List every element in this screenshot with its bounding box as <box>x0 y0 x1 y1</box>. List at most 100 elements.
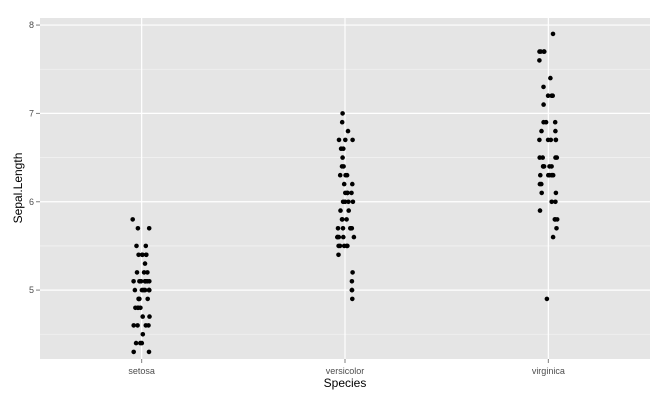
y-tick-label: 6 <box>29 197 34 207</box>
data-point <box>140 332 146 337</box>
x-axis-title: Species <box>324 376 367 390</box>
data-point <box>543 119 549 125</box>
data-point <box>550 234 556 240</box>
data-point <box>350 181 355 187</box>
data-point <box>131 349 136 355</box>
data-point <box>146 226 152 231</box>
data-point <box>133 340 139 346</box>
data-point <box>340 199 346 205</box>
data-point <box>145 270 150 275</box>
y-tick-label: 7 <box>29 108 34 118</box>
x-tick-label: virginica <box>532 366 565 376</box>
y-tick-label: 5 <box>29 285 34 295</box>
data-point <box>346 199 351 205</box>
data-point <box>140 252 145 258</box>
y-axis-ticks: 5 6 7 8 <box>29 20 40 295</box>
data-point <box>147 314 152 319</box>
data-point <box>134 270 140 275</box>
data-point <box>348 226 354 231</box>
data-point <box>343 137 348 143</box>
data-point <box>537 208 543 213</box>
data-point <box>339 217 345 222</box>
data-point <box>537 58 542 63</box>
data-point <box>538 172 543 178</box>
data-point <box>345 128 351 134</box>
data-point <box>539 128 544 134</box>
data-point <box>538 49 543 54</box>
data-point <box>549 199 554 205</box>
data-point <box>344 217 349 222</box>
data-point <box>135 226 141 231</box>
data-point <box>351 234 357 240</box>
data-point <box>144 279 150 284</box>
data-point <box>549 172 555 178</box>
data-point <box>350 270 355 275</box>
data-point <box>339 164 345 169</box>
data-point <box>541 102 546 107</box>
data-point <box>144 252 149 258</box>
data-point <box>135 323 140 328</box>
data-point <box>135 305 141 311</box>
data-points <box>130 31 560 355</box>
data-point <box>540 164 546 169</box>
x-tick-label: versicolor <box>326 366 365 376</box>
data-point <box>339 119 345 125</box>
data-point <box>540 155 545 160</box>
data-point <box>143 243 149 249</box>
data-point <box>546 172 551 178</box>
data-point <box>146 287 152 293</box>
data-point <box>344 243 350 249</box>
data-point <box>552 119 558 125</box>
data-point <box>548 137 554 143</box>
data-point <box>349 279 355 284</box>
data-point <box>145 296 150 302</box>
data-point <box>340 155 345 160</box>
data-point <box>132 287 138 293</box>
data-point <box>349 287 355 293</box>
data-point <box>350 137 355 143</box>
data-point <box>337 172 343 178</box>
data-point <box>138 279 144 284</box>
data-point <box>134 243 139 249</box>
data-point <box>131 279 136 284</box>
data-point <box>341 234 346 240</box>
data-point <box>350 199 356 205</box>
data-point <box>545 93 551 98</box>
x-tick-label: setosa <box>128 366 155 376</box>
data-point <box>336 243 341 249</box>
x-axis-ticks: setosa versicolor virginica <box>128 359 565 376</box>
data-point <box>136 296 141 302</box>
data-point <box>554 155 560 160</box>
data-point <box>140 287 146 293</box>
data-point <box>141 270 147 275</box>
data-point <box>340 111 345 116</box>
data-point <box>539 190 544 196</box>
data-point <box>548 75 553 81</box>
data-point <box>346 208 352 213</box>
data-point <box>338 146 344 151</box>
data-point <box>336 137 342 143</box>
y-tick-label: 8 <box>29 20 34 30</box>
data-point <box>130 217 135 222</box>
data-point <box>335 234 340 240</box>
data-point <box>338 208 343 213</box>
data-point <box>550 31 556 37</box>
data-point <box>343 190 348 196</box>
data-point <box>140 314 145 319</box>
data-point <box>537 137 542 143</box>
data-point <box>336 252 341 258</box>
data-point <box>541 84 546 90</box>
data-point <box>544 296 550 302</box>
data-point <box>350 296 355 302</box>
data-point <box>146 323 151 328</box>
data-point <box>553 128 558 134</box>
data-point <box>340 226 346 231</box>
data-point <box>553 137 559 143</box>
data-point <box>138 340 143 346</box>
data-point <box>349 190 354 196</box>
y-axis-title: Sepal.Length <box>11 153 25 224</box>
data-point <box>131 323 136 328</box>
data-point <box>146 349 152 355</box>
data-point <box>549 164 554 169</box>
